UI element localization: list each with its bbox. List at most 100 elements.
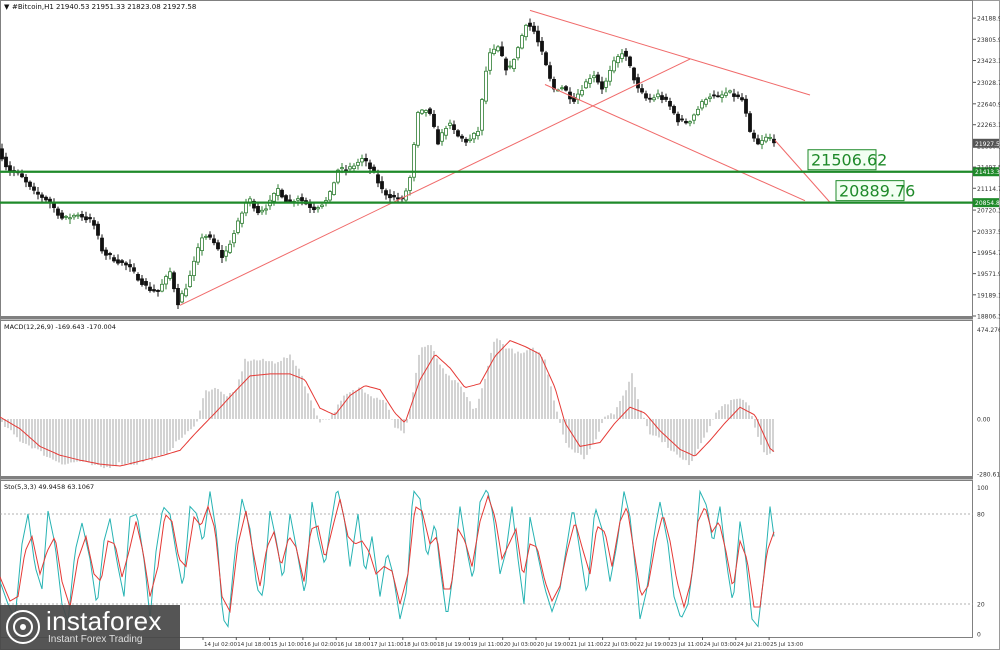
candle-body xyxy=(160,283,164,292)
candle-body xyxy=(244,202,248,214)
candle-body xyxy=(516,47,520,59)
stoch-tick-label: 0 xyxy=(977,632,981,639)
level-label: 20889.76 xyxy=(839,182,915,201)
candle-body xyxy=(464,138,468,143)
candle-body xyxy=(156,289,160,292)
candle-body xyxy=(440,132,444,142)
macd-tick-label: -280.618 xyxy=(977,472,1000,479)
candle-body xyxy=(584,81,588,89)
candle-body xyxy=(256,206,260,214)
candle-body xyxy=(72,214,76,218)
time-tick-label: 18 Jul 19:00 xyxy=(437,642,470,648)
price-tick-label: 23423.10 xyxy=(977,58,1000,65)
candle-body xyxy=(180,293,184,303)
stoch-tick-label: 80 xyxy=(977,512,985,519)
candle-body xyxy=(644,93,648,99)
candle-body xyxy=(536,30,540,43)
candle-body xyxy=(0,148,4,160)
candle-body xyxy=(340,167,344,170)
candle-body xyxy=(208,234,212,238)
candle-body xyxy=(684,120,688,124)
candle-body xyxy=(600,81,604,90)
candle-body xyxy=(448,122,452,126)
candle-body xyxy=(40,194,44,198)
candle-body xyxy=(608,70,612,82)
candle-body xyxy=(108,253,112,256)
candle-body xyxy=(704,99,708,105)
candle-body xyxy=(288,199,292,202)
time-tick-label: 14 Jul 18:00 xyxy=(237,642,270,648)
stoch-pane[interactable] xyxy=(0,480,973,638)
price-tick-label: 23028.70 xyxy=(977,80,1000,87)
macd-series xyxy=(0,338,775,469)
candle-body xyxy=(132,267,136,272)
candle-body xyxy=(312,206,316,211)
candle-body xyxy=(92,220,96,226)
candle-body xyxy=(756,138,760,145)
candle-body xyxy=(488,52,492,71)
candle-body xyxy=(368,162,372,170)
current-price-text: 21927.58 xyxy=(975,141,1000,148)
candle-body xyxy=(188,275,192,287)
candle-body xyxy=(276,188,280,196)
candle-body xyxy=(432,113,436,127)
candle-body xyxy=(524,24,528,38)
candle-body xyxy=(352,165,356,170)
candle-body xyxy=(220,250,224,258)
candle-body xyxy=(460,135,464,139)
candle-body xyxy=(328,191,332,201)
candle-body xyxy=(408,177,412,191)
candle-body xyxy=(500,46,504,57)
candle-body xyxy=(612,60,616,72)
price-tick-label: 22640.90 xyxy=(977,101,1000,108)
candle-body xyxy=(388,194,392,199)
candle-body xyxy=(624,50,628,57)
symbol-label: #Bitcoin,H1 xyxy=(12,3,54,11)
candle-body xyxy=(4,156,8,168)
candle-body xyxy=(68,217,72,220)
candle-body xyxy=(744,98,748,114)
candle-body xyxy=(196,247,200,263)
candle-body xyxy=(716,95,720,98)
candle-body xyxy=(724,92,728,96)
candle-body xyxy=(336,169,340,183)
candle-body xyxy=(508,65,512,68)
time-tick-label: 19 Jul 11:00 xyxy=(470,642,503,648)
candle-body xyxy=(444,127,448,136)
price-tick-label: 19571.90 xyxy=(977,271,1000,278)
price-tick-label: 23805.90 xyxy=(977,37,1000,44)
price-series xyxy=(0,18,776,309)
candle-body xyxy=(732,93,736,97)
candle-body xyxy=(60,212,64,219)
time-tick-label: 16 Jul 18:00 xyxy=(337,642,370,648)
instaforex-logo-icon xyxy=(6,610,40,644)
candle-body xyxy=(580,90,584,96)
candle-body xyxy=(652,97,656,101)
candle-body xyxy=(420,109,424,114)
candle-body xyxy=(380,181,384,190)
candle-body xyxy=(148,286,152,291)
candle-body xyxy=(224,250,228,257)
candle-body xyxy=(436,129,440,145)
level-axis-tag xyxy=(973,167,999,177)
candle-body xyxy=(104,249,108,256)
candle-body xyxy=(424,110,428,113)
stoch-series xyxy=(0,489,973,628)
time-tick-label: 24 Jul 03:00 xyxy=(704,642,737,648)
symbol-dropdown-icon[interactable]: ▼ xyxy=(4,3,10,11)
time-tick-label: 22 Jul 03:00 xyxy=(604,642,637,648)
trendline-channel-bottom xyxy=(544,84,806,202)
candle-body xyxy=(588,78,592,84)
candle-body xyxy=(700,101,704,109)
stoch-signal-line xyxy=(0,494,775,614)
candle-body xyxy=(396,197,400,200)
candle-body xyxy=(240,212,244,224)
candle-body xyxy=(284,195,288,203)
candle-body xyxy=(492,48,496,54)
level-axis-tag-text: 21413.30 xyxy=(975,169,1000,176)
candle-body xyxy=(560,87,564,90)
candle-body xyxy=(708,96,712,99)
candle-body xyxy=(80,213,84,218)
